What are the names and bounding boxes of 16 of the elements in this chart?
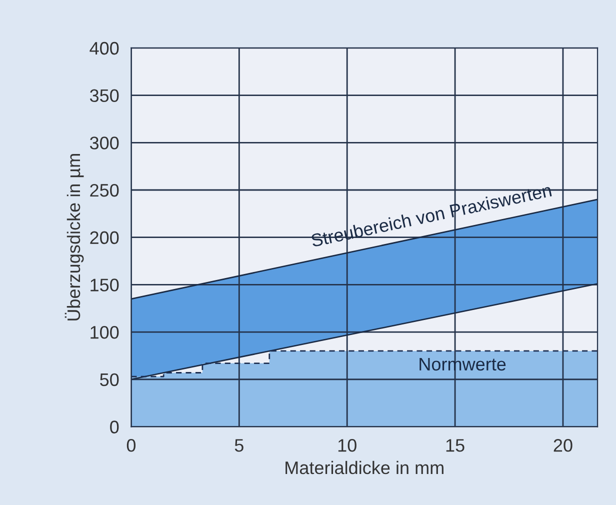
x-tick-label: 0 xyxy=(126,439,136,452)
x-axis-title: Materialdicke in mm xyxy=(286,460,444,474)
y-tick-label: 300 xyxy=(90,136,119,150)
y-tick-label: 350 xyxy=(90,89,119,102)
y-axis-title: Überzugsdicke in µm xyxy=(64,154,84,320)
y-tick-label: 200 xyxy=(90,231,119,244)
y-tick-label: 250 xyxy=(90,184,119,197)
y-tick-label: 100 xyxy=(90,326,119,339)
x-tick-label: 15 xyxy=(446,439,464,452)
x-tick-label: 10 xyxy=(338,439,356,452)
y-tick-label: 50 xyxy=(100,373,119,386)
x-tick-label: 5 xyxy=(234,439,244,452)
y-tick-label: 0 xyxy=(110,420,119,434)
y-tick-label: 400 xyxy=(90,42,119,55)
x-tick-label: 20 xyxy=(554,439,572,452)
y-tick-label: 150 xyxy=(90,278,119,292)
